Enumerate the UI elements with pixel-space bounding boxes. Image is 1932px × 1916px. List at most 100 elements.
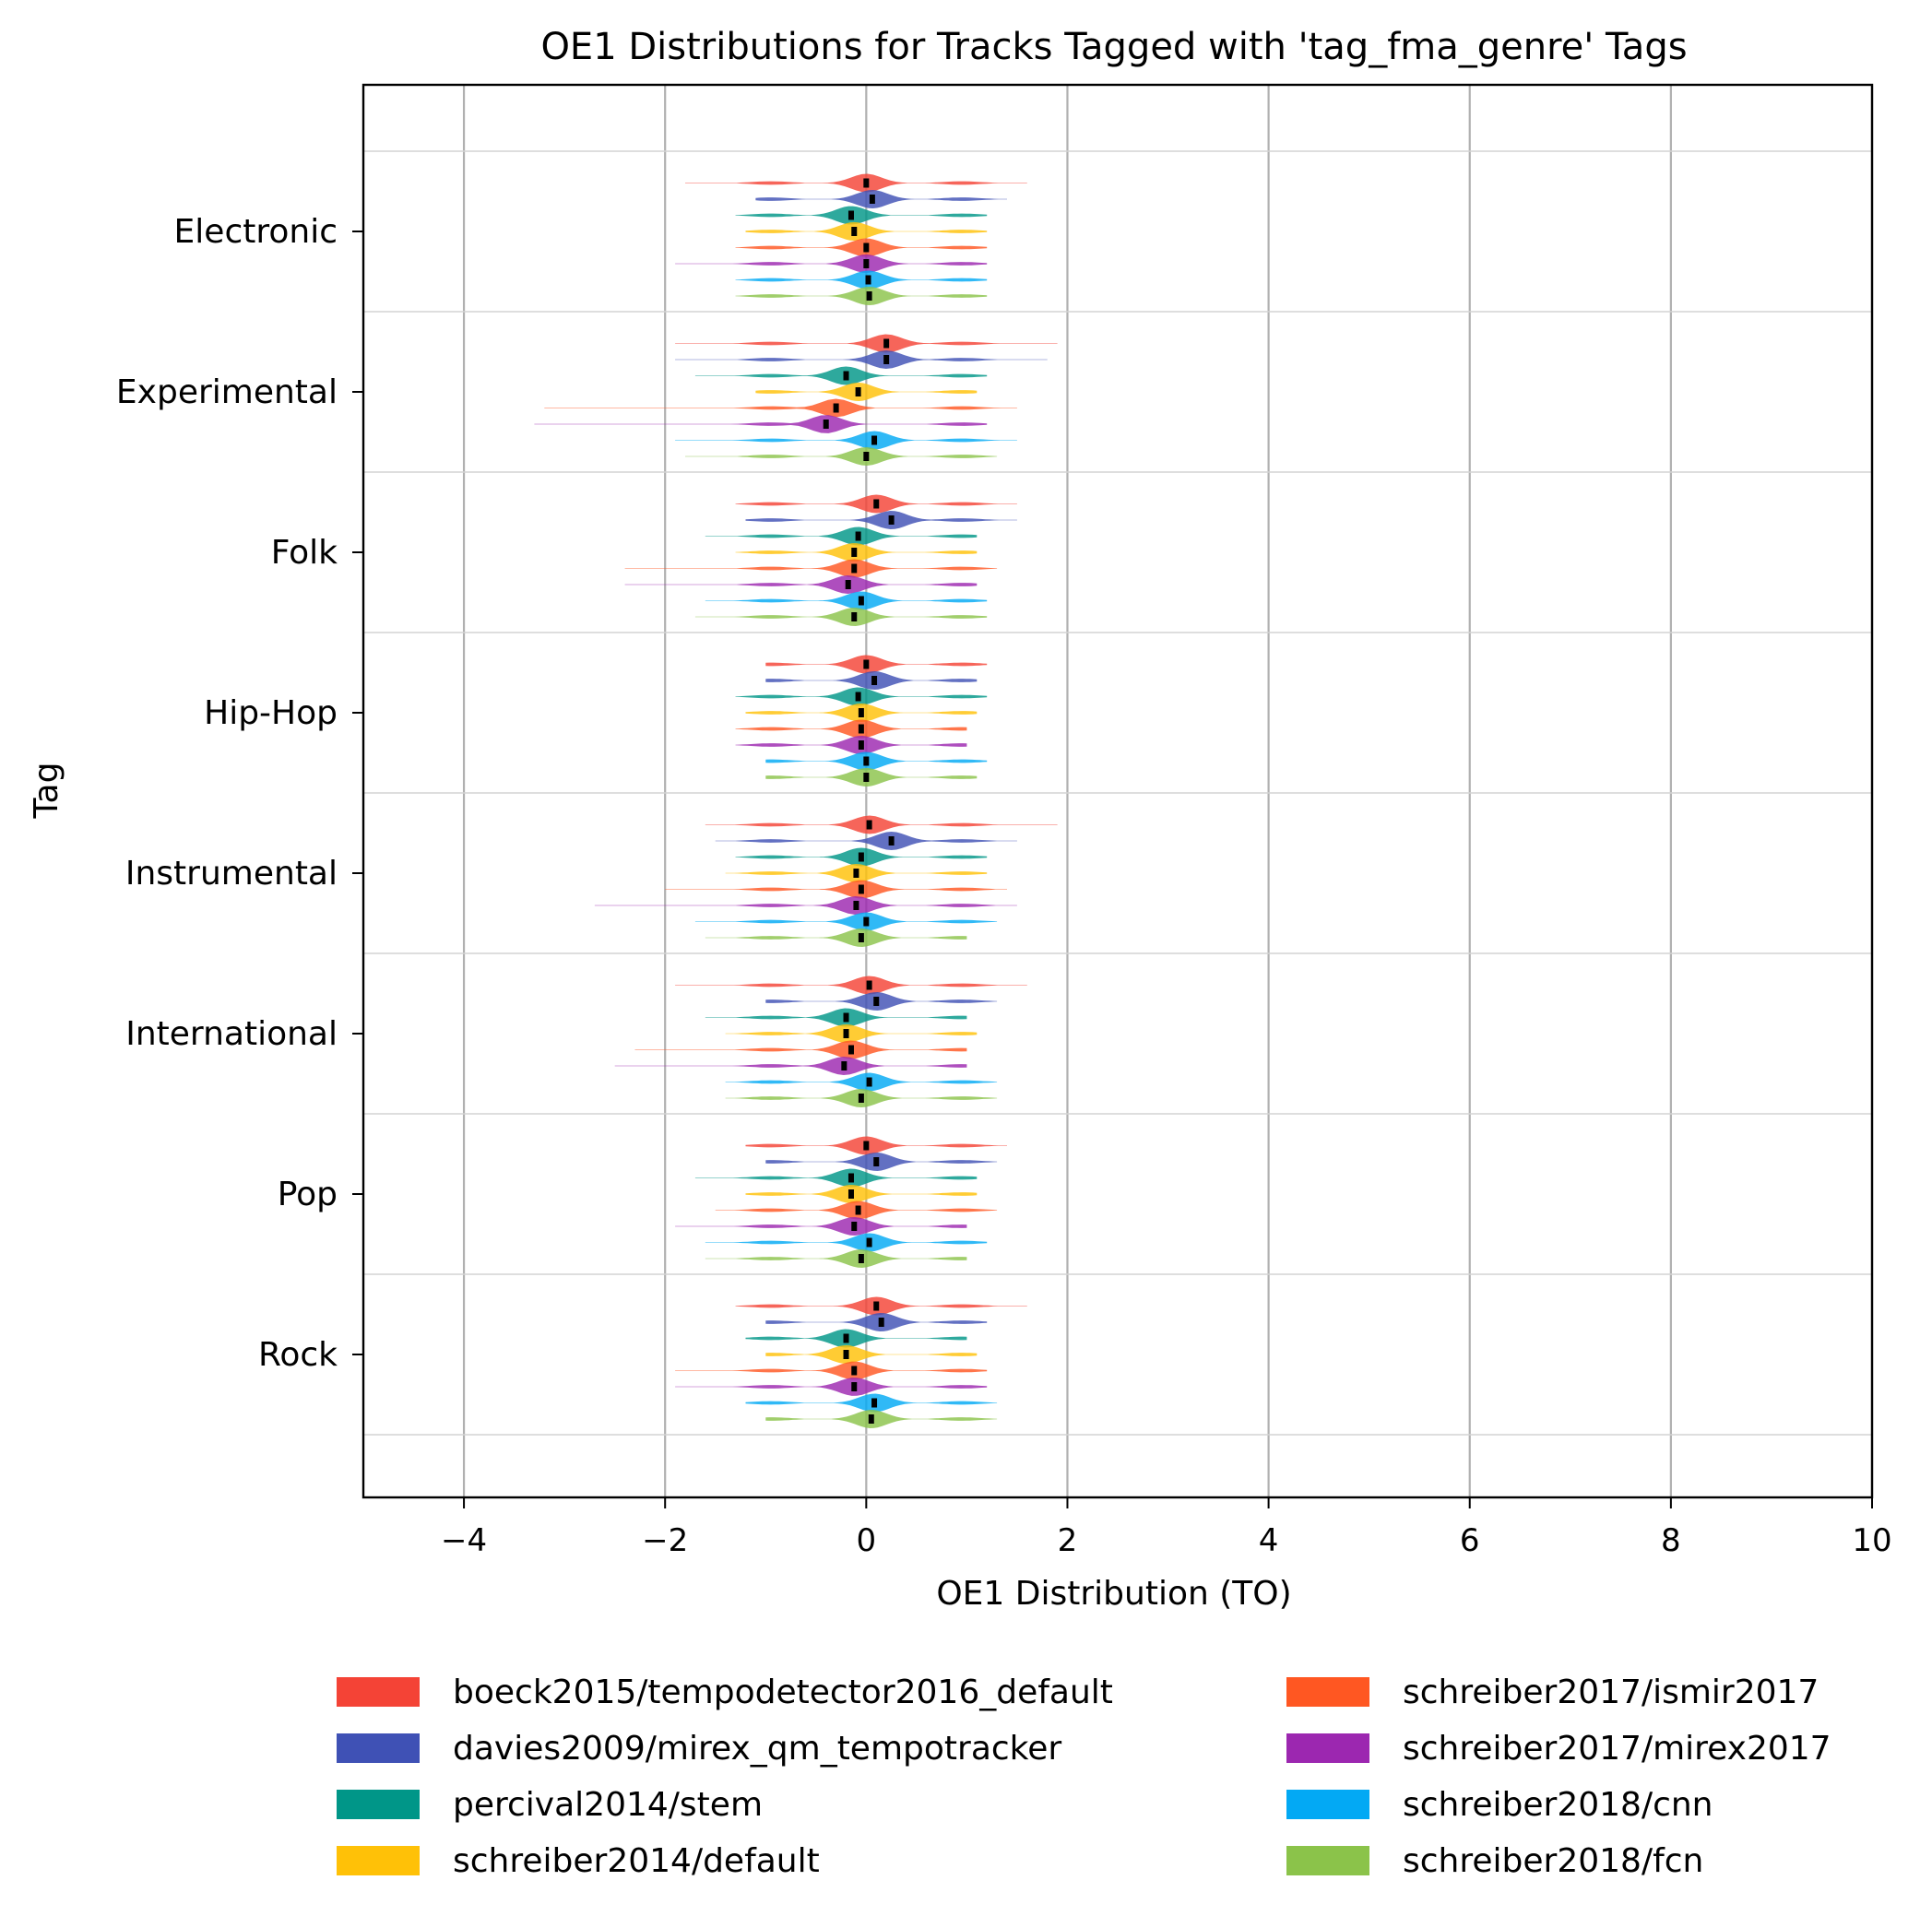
median-marker — [883, 338, 890, 349]
violin — [735, 719, 967, 739]
violin — [735, 238, 988, 257]
legend-swatch — [1286, 1790, 1369, 1819]
violin — [745, 222, 988, 241]
x-axis-label: OE1 Distribution (TO) — [936, 1575, 1291, 1613]
violin — [705, 1008, 967, 1027]
median-marker — [843, 1012, 849, 1023]
violin — [694, 912, 998, 931]
legend-swatch — [1286, 1846, 1369, 1875]
median-marker — [883, 355, 890, 364]
legend-swatch — [337, 1677, 420, 1707]
median-marker — [851, 548, 858, 557]
median-marker — [843, 1350, 849, 1359]
y-tick-label: Electronic — [174, 213, 338, 251]
median-marker — [855, 692, 861, 702]
violin — [735, 687, 988, 706]
legend-label: schreiber2018/cnn — [1403, 1785, 1713, 1824]
median-marker — [847, 210, 854, 220]
median-marker — [873, 997, 880, 1006]
legend-swatch — [337, 1733, 420, 1763]
median-marker — [888, 836, 895, 846]
median-marker — [866, 1237, 872, 1248]
median-marker — [863, 178, 870, 188]
legend-swatch — [337, 1790, 420, 1819]
median-marker — [858, 884, 864, 894]
violin — [675, 1217, 967, 1236]
legend-label: schreiber2014/default — [453, 1841, 820, 1880]
median-marker — [868, 1414, 874, 1424]
median-marker — [873, 1157, 880, 1166]
violins-layer — [534, 173, 1058, 1428]
median-marker — [863, 756, 870, 766]
y-tick-label: Folk — [271, 534, 338, 572]
median-marker — [866, 820, 872, 830]
grid-lines — [363, 85, 1874, 1497]
legend-item: boeck2015/tempodetector2016_default — [337, 1669, 1113, 1715]
legend-label: schreiber2018/fcn — [1403, 1841, 1704, 1880]
violin — [705, 1233, 988, 1252]
median-marker — [871, 676, 878, 685]
plot-area — [363, 85, 1872, 1497]
violin — [745, 1329, 967, 1348]
violin — [594, 896, 1017, 915]
median-marker — [858, 724, 864, 734]
median-marker — [869, 195, 875, 204]
legend-label: schreiber2017/ismir2017 — [1403, 1673, 1819, 1711]
violin — [745, 1136, 1007, 1155]
median-marker — [863, 659, 870, 669]
legend-label: schreiber2017/mirex2017 — [1403, 1729, 1831, 1768]
median-marker — [843, 1333, 849, 1343]
median-marker — [851, 1366, 858, 1376]
legend-swatch — [337, 1846, 420, 1875]
violin — [765, 768, 978, 787]
median-marker — [858, 1254, 864, 1263]
median-marker — [853, 869, 859, 878]
violin — [624, 575, 978, 594]
median-marker — [851, 1382, 858, 1391]
legend-item: schreiber2014/default — [337, 1838, 820, 1884]
violin — [765, 751, 988, 771]
median-marker — [863, 259, 870, 268]
legend-swatch — [1286, 1677, 1369, 1707]
median-marker — [845, 580, 851, 589]
median-marker — [858, 596, 864, 606]
median-marker — [843, 1029, 849, 1038]
violin — [705, 928, 967, 947]
x-tick-label: 6 — [1460, 1522, 1480, 1559]
median-marker — [863, 242, 870, 253]
violin — [705, 526, 978, 546]
plot-frame — [362, 83, 1874, 1499]
median-marker — [855, 531, 861, 541]
violin — [694, 366, 988, 385]
violin — [765, 1313, 988, 1331]
y-tick-label: Rock — [258, 1336, 338, 1374]
median-marker — [866, 980, 872, 990]
legend-item: schreiber2018/cnn — [1286, 1781, 1713, 1827]
violin — [765, 992, 998, 1011]
violin — [634, 1040, 967, 1059]
median-marker — [847, 1173, 854, 1183]
violin — [624, 559, 998, 578]
median-marker — [858, 852, 864, 862]
median-marker — [858, 740, 864, 750]
violin — [675, 431, 1017, 450]
legend-item: percival2014/stem — [337, 1781, 763, 1827]
x-tick-label: −4 — [441, 1522, 487, 1559]
violin — [675, 976, 1027, 995]
median-marker — [823, 420, 829, 429]
median-marker — [843, 371, 849, 381]
violin — [765, 655, 988, 674]
y-tick-label: Experimental — [116, 373, 338, 411]
median-marker — [871, 1398, 878, 1408]
legend-label: percival2014/stem — [453, 1785, 764, 1824]
violin — [765, 671, 978, 690]
median-marker — [858, 1094, 864, 1103]
violin — [534, 415, 988, 433]
chart-title: OE1 Distributions for Tracks Tagged with… — [540, 26, 1687, 68]
legend: boeck2015/tempodetector2016_default davie… — [337, 1669, 1923, 1899]
median-marker — [863, 917, 870, 927]
violin — [544, 398, 1017, 418]
y-tick-label: Pop — [278, 1176, 338, 1213]
axes-layer: −4 −2 0 2 4 6 8 10 Electronic Experimental Folk Hip… — [116, 83, 1892, 1559]
